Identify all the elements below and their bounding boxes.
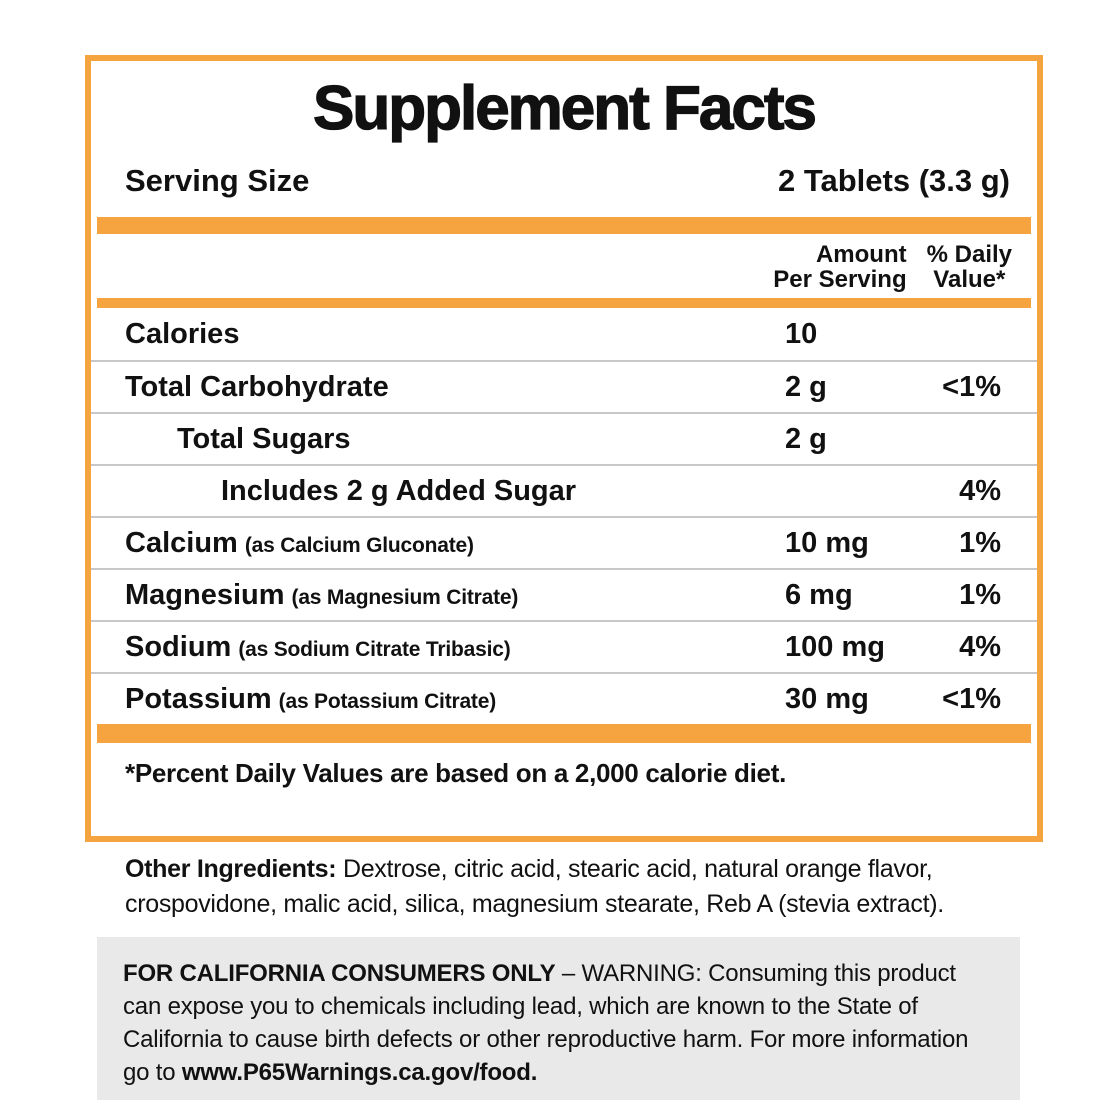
daily-value-cell: 1% [959,578,1001,611]
daily-value-cell: <1% [942,682,1001,715]
amount-cell: 30 mg [785,682,869,715]
nutrient-detail: (as Sodium Citrate Tribasic) [238,637,511,661]
amount-cell: 2 g [785,422,827,455]
other-ingredients-text: Dextrose, citric acid, stearic acid, nat… [125,855,944,918]
nutrient-name: Total Carbohydrate [125,370,389,403]
amount-cell: 100 mg [785,630,885,663]
nutrient-row: Calcium (as Calcium Gluconate) 10 mg 1% [91,516,1037,568]
separator-bar-bottom [97,724,1031,743]
nutrient-name: Magnesium [125,578,285,611]
nutrient-row: Includes 2 g Added Sugar 4% [91,464,1037,516]
california-warning-box: FOR CALIFORNIA CONSUMERS ONLY – WARNING:… [97,937,1020,1100]
nutrient-row: Total Sugars 2 g [91,412,1037,464]
serving-size-value: 2 Tablets (3.3 g) [778,163,1010,198]
nutrient-name: Calcium [125,526,238,559]
nutrient-row: Magnesium (as Magnesium Citrate) 6 mg 1% [91,568,1037,620]
nutrient-name: Includes 2 g Added Sugar [221,474,577,507]
nutrient-row: Total Carbohydrate 2 g <1% [91,360,1037,412]
amount-cell: 10 [785,317,818,350]
nutrient-table: Calories 10 Total Carbohydrate 2 g <1% T… [91,308,1037,724]
nutrient-detail: (as Magnesium Citrate) [291,585,519,609]
warning-intro: FOR CALIFORNIA CONSUMERS ONLY [123,960,556,987]
separator-bar-header [97,298,1031,308]
nutrient-name: Calories [125,317,240,350]
other-ingredients: Other Ingredients: Dextrose, citric acid… [125,852,955,922]
nutrient-row: Potassium (as Potassium Citrate) 30 mg <1… [91,672,1037,724]
nutrient-name: Sodium [125,630,232,663]
amount-cell: 2 g [785,370,827,403]
daily-value-footnote: *Percent Daily Values are based on a 2,0… [125,758,786,788]
amount-cell: 10 mg [785,526,869,559]
amount-cell: 6 mg [785,578,853,611]
daily-value-header: % Daily Value* [926,241,1012,293]
warning-url: www.P65Warnings.ca.gov/food. [181,1059,538,1086]
supplement-facts-panel: Supplement Facts Serving Size 2 Tablets … [85,55,1043,842]
daily-value-cell: 1% [959,526,1001,559]
amount-per-serving-header: Amount Per Serving [773,241,907,293]
serving-size-row: Serving Size 2 Tablets (3.3 g) [91,163,1037,199]
serving-size-label: Serving Size [125,163,310,198]
column-headers: Amount Per Serving % Daily Value* [91,234,1037,298]
nutrient-detail: (as Potassium Citrate) [278,689,497,713]
daily-value-cell: 4% [959,474,1001,507]
daily-value-cell: <1% [942,370,1001,403]
nutrient-row: Sodium (as Sodium Citrate Tribasic) 100 m… [91,620,1037,672]
other-ingredients-label: Other Ingredients: [125,855,337,883]
nutrient-detail: (as Calcium Gluconate) [244,533,474,557]
separator-bar-top [97,217,1031,234]
nutrient-name: Total Sugars [177,422,351,455]
panel-title: Supplement Facts [312,74,817,143]
nutrient-name: Potassium [125,682,272,715]
warning-body: – WARNING: Consuming this product can ex… [123,960,969,1086]
nutrient-row: Calories 10 [91,308,1037,360]
daily-value-cell: 4% [959,630,1001,663]
